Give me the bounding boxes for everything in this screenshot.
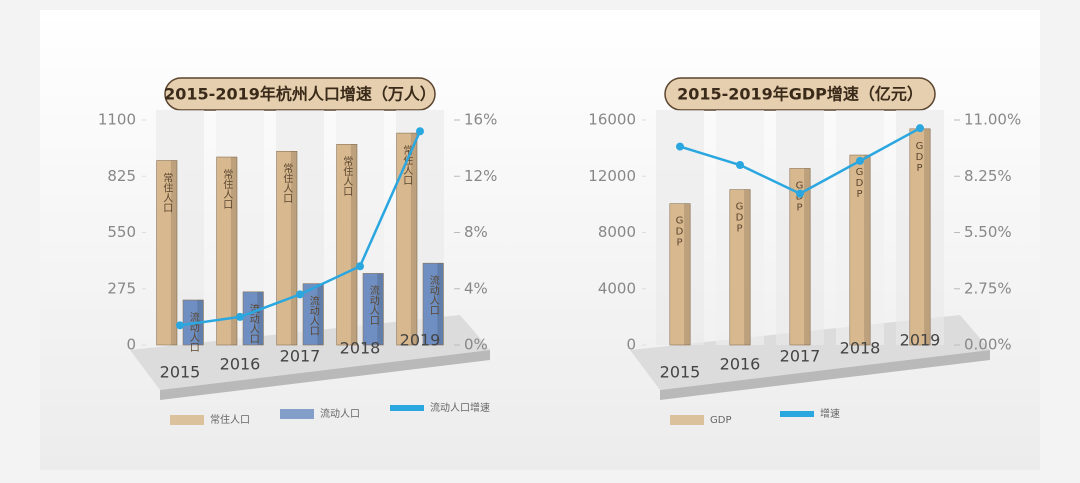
legend-label: 增速	[820, 407, 840, 420]
bar-label: 常住人口	[221, 168, 233, 209]
y2-tick-label: 4%	[464, 279, 488, 297]
bar-side	[924, 128, 931, 345]
x-tick-label: 2017	[780, 347, 821, 366]
y2-tick-label: 5.50%	[964, 223, 1012, 241]
line-point	[856, 156, 864, 165]
x-tick-label: 2017	[280, 347, 321, 366]
bar-label: 常住人口	[281, 162, 293, 203]
bar-side	[230, 157, 237, 345]
bar-side	[350, 144, 357, 345]
bar-label: GDP	[674, 216, 685, 249]
bar	[216, 156, 238, 346]
bar-label: 常住人口	[161, 171, 173, 212]
bar	[789, 168, 811, 346]
y-tick-label: 825	[107, 167, 136, 185]
y-tick-label: 4000	[598, 279, 636, 297]
y-tick-label: 16000	[588, 111, 636, 129]
legend-swatch	[670, 415, 704, 425]
legend-swatch	[280, 409, 314, 419]
bar-label: 流动人口	[307, 294, 319, 335]
bar-label: 流动人口	[367, 284, 379, 325]
bar-side	[170, 160, 177, 345]
bar-side	[410, 133, 417, 345]
bar-side	[684, 203, 691, 345]
y-tick-label: 12000	[588, 167, 636, 185]
bar	[302, 283, 324, 346]
x-tick-label: 2015	[160, 363, 201, 382]
y-tick-label: 275	[107, 279, 136, 297]
x-tick-label: 2016	[220, 355, 261, 374]
bar-side	[437, 263, 444, 345]
floor-edge	[160, 350, 490, 400]
chart-title: 2015-2019年GDP增速（亿元）	[677, 85, 923, 104]
y2-tick-label: 0.00%	[964, 336, 1012, 354]
bar	[422, 262, 444, 346]
bar-label: GDP	[734, 202, 745, 235]
bar	[362, 273, 384, 346]
x-tick-label: 2016	[720, 355, 761, 374]
y-tick-label: 1100	[98, 111, 136, 129]
legend-swatch	[780, 411, 814, 417]
line-point	[916, 124, 924, 133]
bar	[669, 203, 691, 346]
y2-tick-label: 2.75%	[964, 279, 1012, 297]
bar	[156, 160, 178, 346]
legend-label: 流动人口	[320, 407, 360, 420]
y2-tick-label: 8.25%	[964, 167, 1012, 185]
bar-side	[864, 155, 871, 345]
bar-side	[290, 151, 297, 345]
y2-tick-label: 0%	[464, 336, 488, 354]
x-tick-label: 2018	[840, 339, 881, 358]
legend-swatch	[390, 405, 424, 411]
line-point	[356, 262, 364, 271]
bar-label: 常住人口	[341, 155, 353, 196]
y-tick-label: 0	[126, 336, 136, 354]
y2-tick-label: 12%	[464, 167, 497, 185]
chart-title: 2015-2019年杭州人口增速（万人）	[164, 85, 436, 104]
line-point	[176, 321, 184, 330]
y2-tick-label: 11.00%	[964, 111, 1021, 129]
x-tick-label: 2019	[900, 331, 941, 350]
bar-side	[257, 291, 264, 345]
y-tick-label: 8000	[598, 223, 636, 241]
bar-label: GDP	[914, 141, 925, 174]
floor-edge	[660, 350, 990, 400]
line-point	[736, 161, 744, 169]
legend-label: GDP	[710, 415, 731, 426]
line-point	[676, 142, 684, 151]
bar-label: GDP	[854, 167, 865, 200]
x-tick-label: 2018	[340, 339, 381, 358]
bar-label: 流动人口	[427, 274, 439, 315]
bar-side	[377, 273, 384, 345]
y-tick-label: 550	[107, 223, 136, 241]
y2-tick-label: 8%	[464, 223, 488, 241]
y2-tick-label: 16%	[464, 111, 497, 129]
line-point	[796, 189, 804, 198]
bar-side	[744, 189, 751, 345]
bar-side	[804, 168, 811, 345]
bar-label: 流动人口	[247, 303, 259, 344]
bar	[336, 144, 358, 346]
bar	[396, 132, 418, 346]
bar-label: 流动人口	[187, 311, 199, 352]
line-point	[416, 127, 424, 136]
bar-side	[317, 283, 324, 345]
legend-label: 流动人口增速	[430, 401, 490, 414]
x-tick-label: 2019	[400, 331, 441, 350]
legend-swatch	[170, 415, 204, 425]
x-tick-label: 2015	[660, 363, 701, 382]
line-point	[296, 290, 304, 299]
bar	[849, 154, 871, 346]
line-point	[236, 312, 244, 321]
bar	[729, 189, 751, 346]
legend-label: 常住人口	[210, 413, 250, 426]
y-tick-label: 0	[626, 336, 636, 354]
